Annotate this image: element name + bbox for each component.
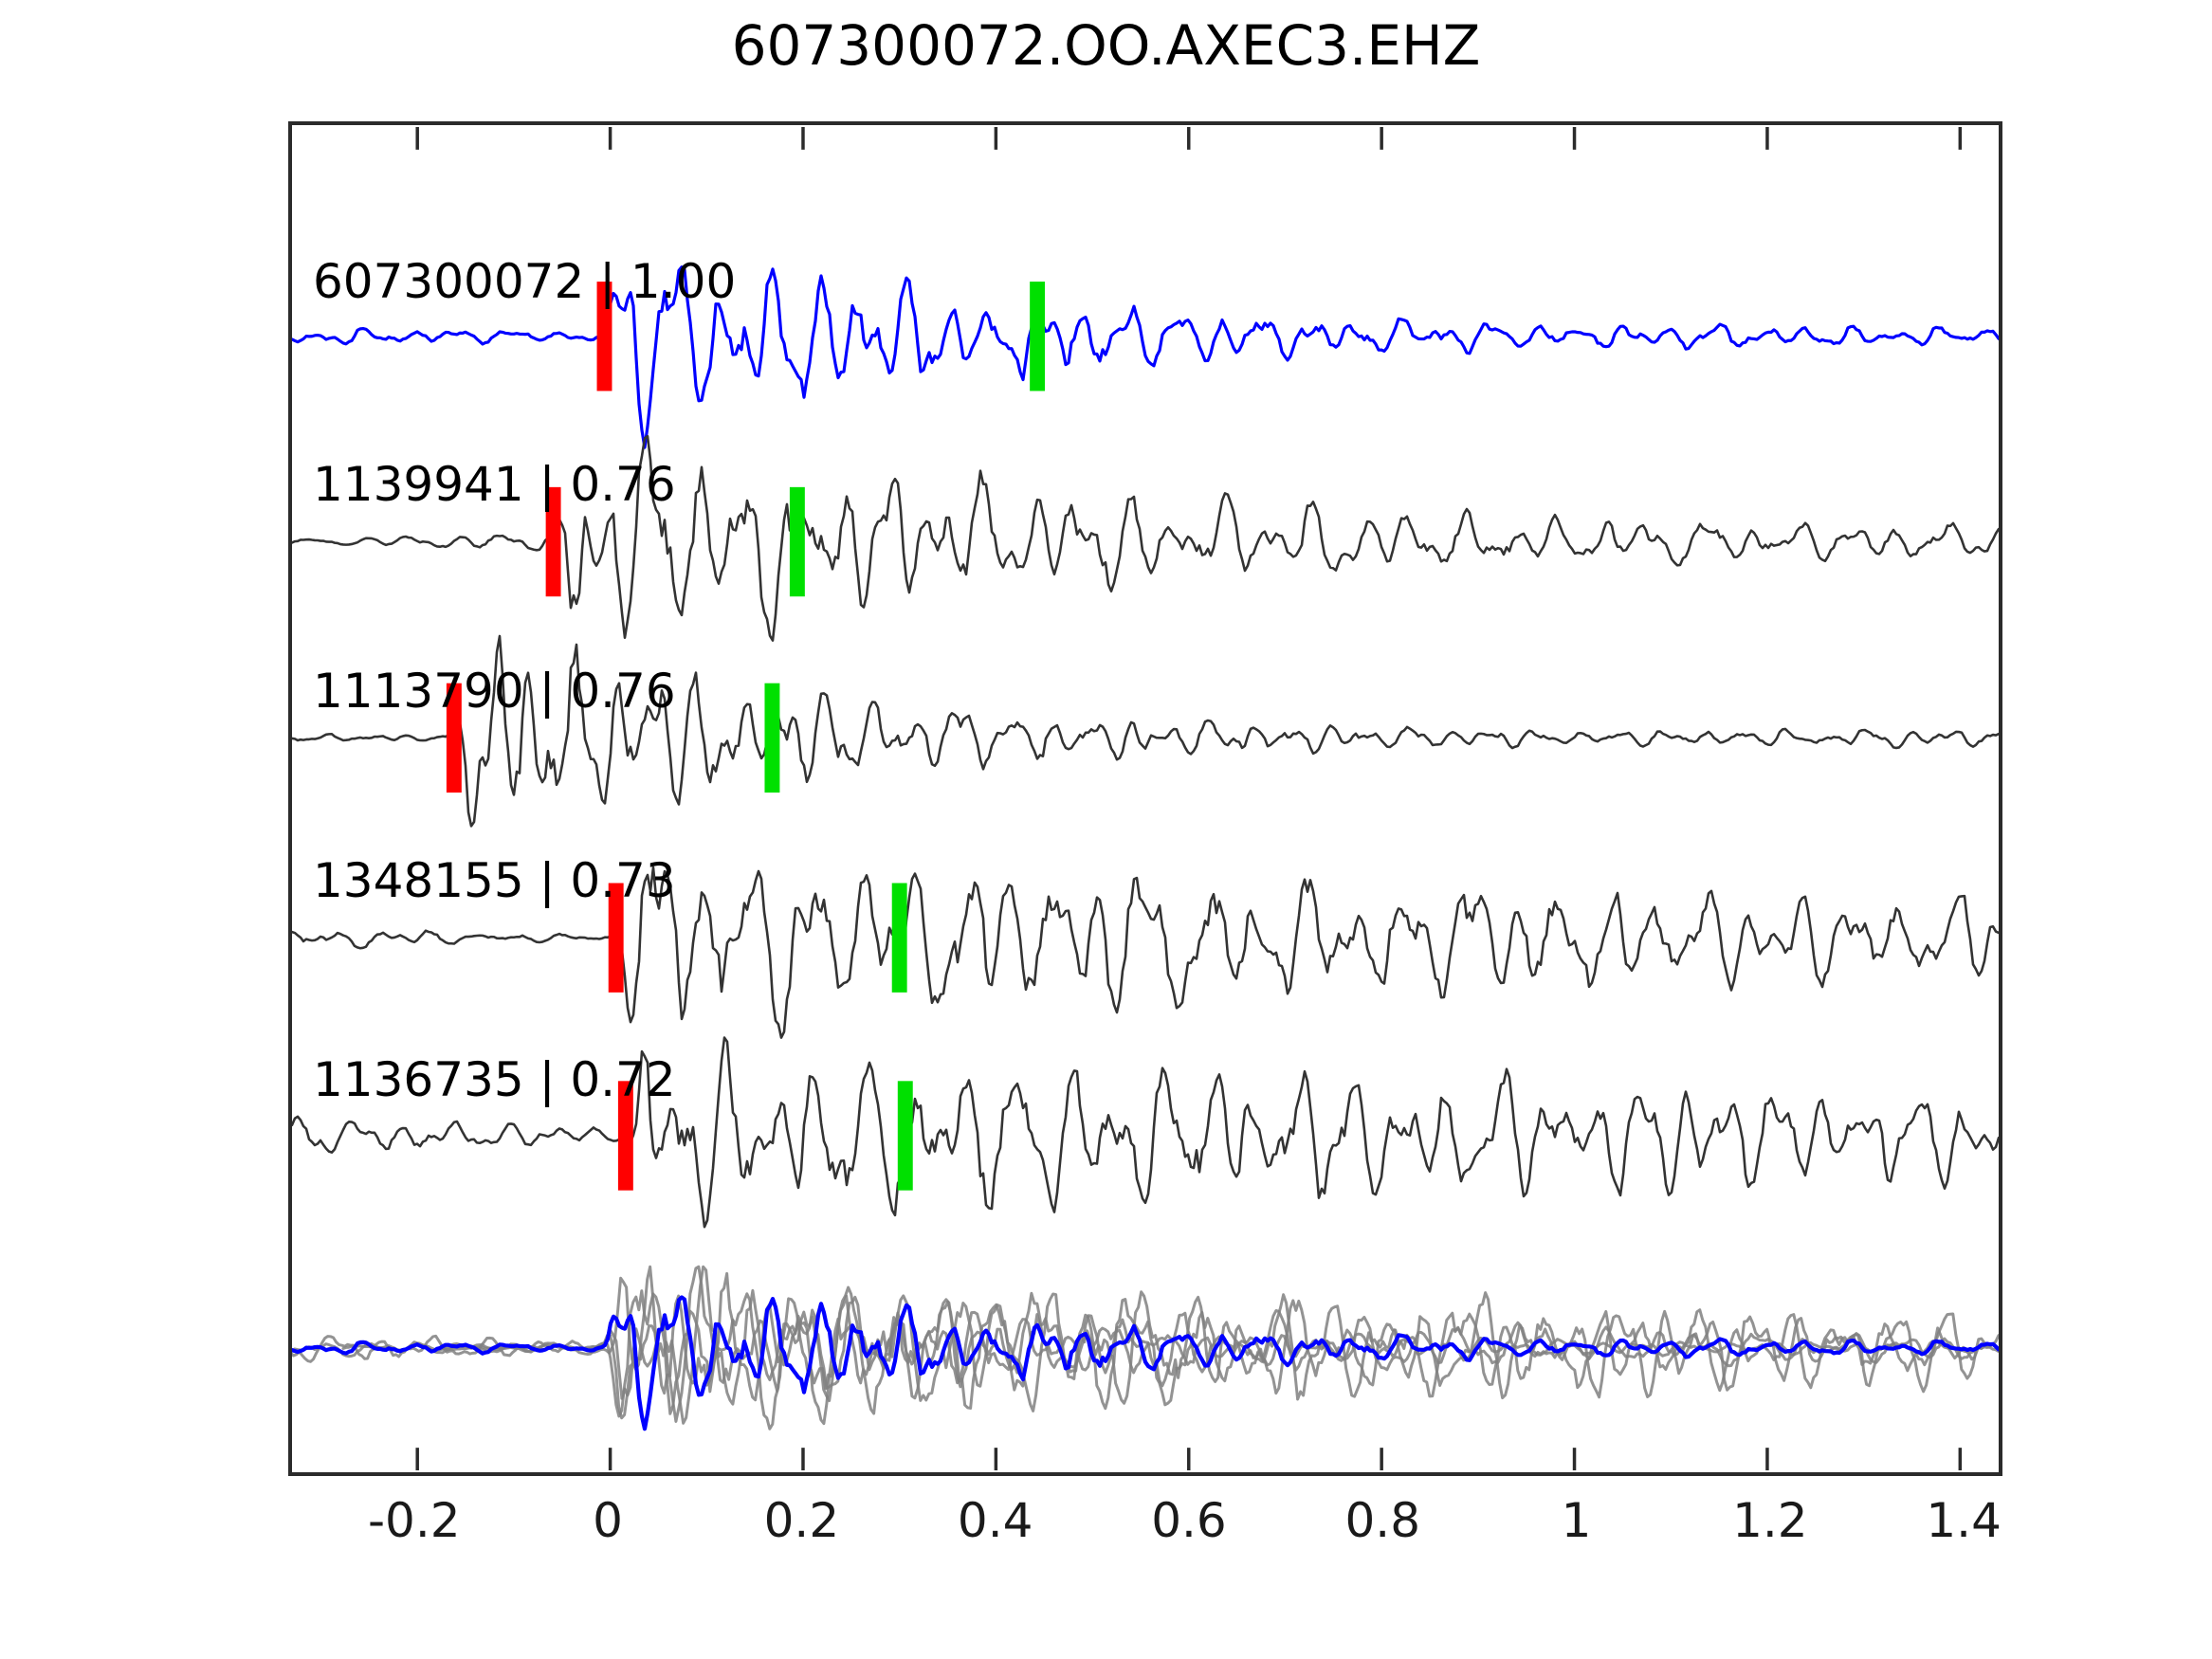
- x-tick-label-1: 0: [593, 1493, 623, 1548]
- x-tick-label-4: 0.6: [1151, 1493, 1227, 1548]
- waveform-line: [292, 1295, 1999, 1431]
- x-tick-label-5: 0.8: [1344, 1493, 1421, 1548]
- trace-label-607300072: 607300072 | 1.00: [313, 254, 737, 309]
- waveform-line: [292, 1036, 1999, 1229]
- x-tick-label-2: 0.2: [763, 1493, 840, 1548]
- p-pick-marker-row3[interactable]: [608, 883, 624, 993]
- x-tick-label-6: 1: [1561, 1493, 1592, 1548]
- trace-label-1348155: 1348155 | 0.73: [313, 853, 676, 908]
- trace-label-1113790: 1113790 | 0.76: [313, 664, 676, 719]
- p-pick-marker-row2[interactable]: [446, 683, 462, 793]
- waveform-line: [292, 434, 1999, 642]
- x-tick-label-8: 1.4: [1926, 1493, 2002, 1548]
- p-pick-marker-row4[interactable]: [617, 1081, 633, 1191]
- trace-label-1139941: 1139941 | 0.76: [313, 457, 676, 512]
- plot-area[interactable]: [288, 121, 2002, 1476]
- x-tick-label-7: 1.2: [1732, 1493, 1808, 1548]
- waveform-plot-svg: [292, 126, 1999, 1471]
- waveform-line: [292, 1265, 1980, 1425]
- waveform-line: [292, 634, 1999, 828]
- x-tick-label-0: -0.2: [368, 1493, 461, 1548]
- x-tick-label-3: 0.4: [957, 1493, 1033, 1548]
- trace-label-1136735: 1136735 | 0.72: [313, 1052, 676, 1107]
- p-pick-marker-row0[interactable]: [596, 282, 612, 392]
- s-pick-marker-row2[interactable]: [764, 683, 780, 793]
- p-pick-marker-row1[interactable]: [545, 486, 561, 597]
- s-pick-marker-row0[interactable]: [1030, 282, 1046, 392]
- waveform-line: [292, 265, 1999, 449]
- page-title: 607300072.OO.AXEC3.EHZ: [731, 13, 1481, 78]
- s-pick-marker-row1[interactable]: [789, 486, 805, 597]
- s-pick-marker-row4[interactable]: [897, 1081, 913, 1191]
- waveform-line: [292, 866, 1999, 1039]
- s-pick-marker-row3[interactable]: [891, 883, 907, 993]
